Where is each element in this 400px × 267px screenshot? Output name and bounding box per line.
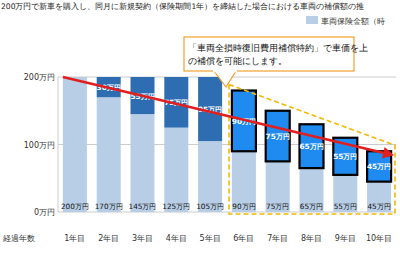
callout-tail xyxy=(214,71,236,87)
title: 200万円で新車を購入し、同月に新規契約（保険期間1年）を締結した場合における車… xyxy=(1,2,364,11)
bar xyxy=(300,124,324,168)
data-label: 65万円 xyxy=(300,202,323,211)
chart: 200万円で新車を購入し、同月に新規契約（保険期間1年）を締結した場合における車… xyxy=(0,0,400,267)
data-label: 90万円 xyxy=(232,202,255,211)
data-label: 45万円 xyxy=(367,162,391,171)
annotation: 「車両全損時復旧費用補償特約」で車価を上 xyxy=(188,43,368,53)
trend-arrow-head xyxy=(382,147,394,159)
y-axis xyxy=(58,77,59,212)
x-axis-label: 経過年数 xyxy=(2,234,35,243)
y-tick-label: 0万円 xyxy=(34,208,55,217)
bar xyxy=(131,114,155,212)
x-tick-label: 9年目 xyxy=(335,234,356,243)
data-label: 55万円 xyxy=(334,202,357,211)
x-tick-label: 7年目 xyxy=(267,234,288,243)
bar xyxy=(266,161,290,212)
bar xyxy=(232,151,256,212)
data-label: 125万円 xyxy=(162,202,190,211)
data-label: 200万円 xyxy=(61,202,89,211)
data-label: 75万円 xyxy=(266,132,290,141)
data-label: 55万円 xyxy=(333,152,357,161)
x-tick-label: 2年目 xyxy=(98,234,119,243)
y-tick-label: 200万円 xyxy=(24,73,55,82)
bars xyxy=(63,77,391,212)
labels: 200万円 170万円 145万円 125万円 105万円 90万円 75万円 65万円 55万… xyxy=(61,83,391,211)
x-tick-label: 6年目 xyxy=(233,234,254,243)
data-label: 145万円 xyxy=(129,202,157,211)
callout-joint xyxy=(213,70,237,72)
x-tick-label: 8年目 xyxy=(301,234,322,243)
data-label: 65万円 xyxy=(299,142,323,151)
data-label: 75万円 xyxy=(266,202,289,211)
bar xyxy=(300,168,324,212)
x-tick-label: 1年目 xyxy=(64,234,85,243)
data-label: 105万円 xyxy=(196,202,224,211)
data-label: 45万円 xyxy=(367,202,390,211)
annotation: の補償を可能にします。 xyxy=(188,56,287,66)
bar xyxy=(164,128,188,212)
bar xyxy=(333,175,357,212)
bar xyxy=(97,97,121,212)
y-tick-label: 100万円 xyxy=(24,141,55,150)
x-tick-label: 10年目 xyxy=(366,234,392,243)
bar xyxy=(63,77,87,212)
x-tick-label: 5年目 xyxy=(200,234,221,243)
bar xyxy=(367,182,391,212)
x-tick-label: 3年目 xyxy=(132,234,153,243)
data-label: 170万円 xyxy=(95,202,123,211)
legend-label: 車両保険金額（時 xyxy=(321,17,385,26)
legend-swatch xyxy=(306,16,318,24)
x-tick-label: 4年目 xyxy=(166,234,187,243)
bar xyxy=(266,111,290,162)
trend-arrow xyxy=(63,77,386,153)
